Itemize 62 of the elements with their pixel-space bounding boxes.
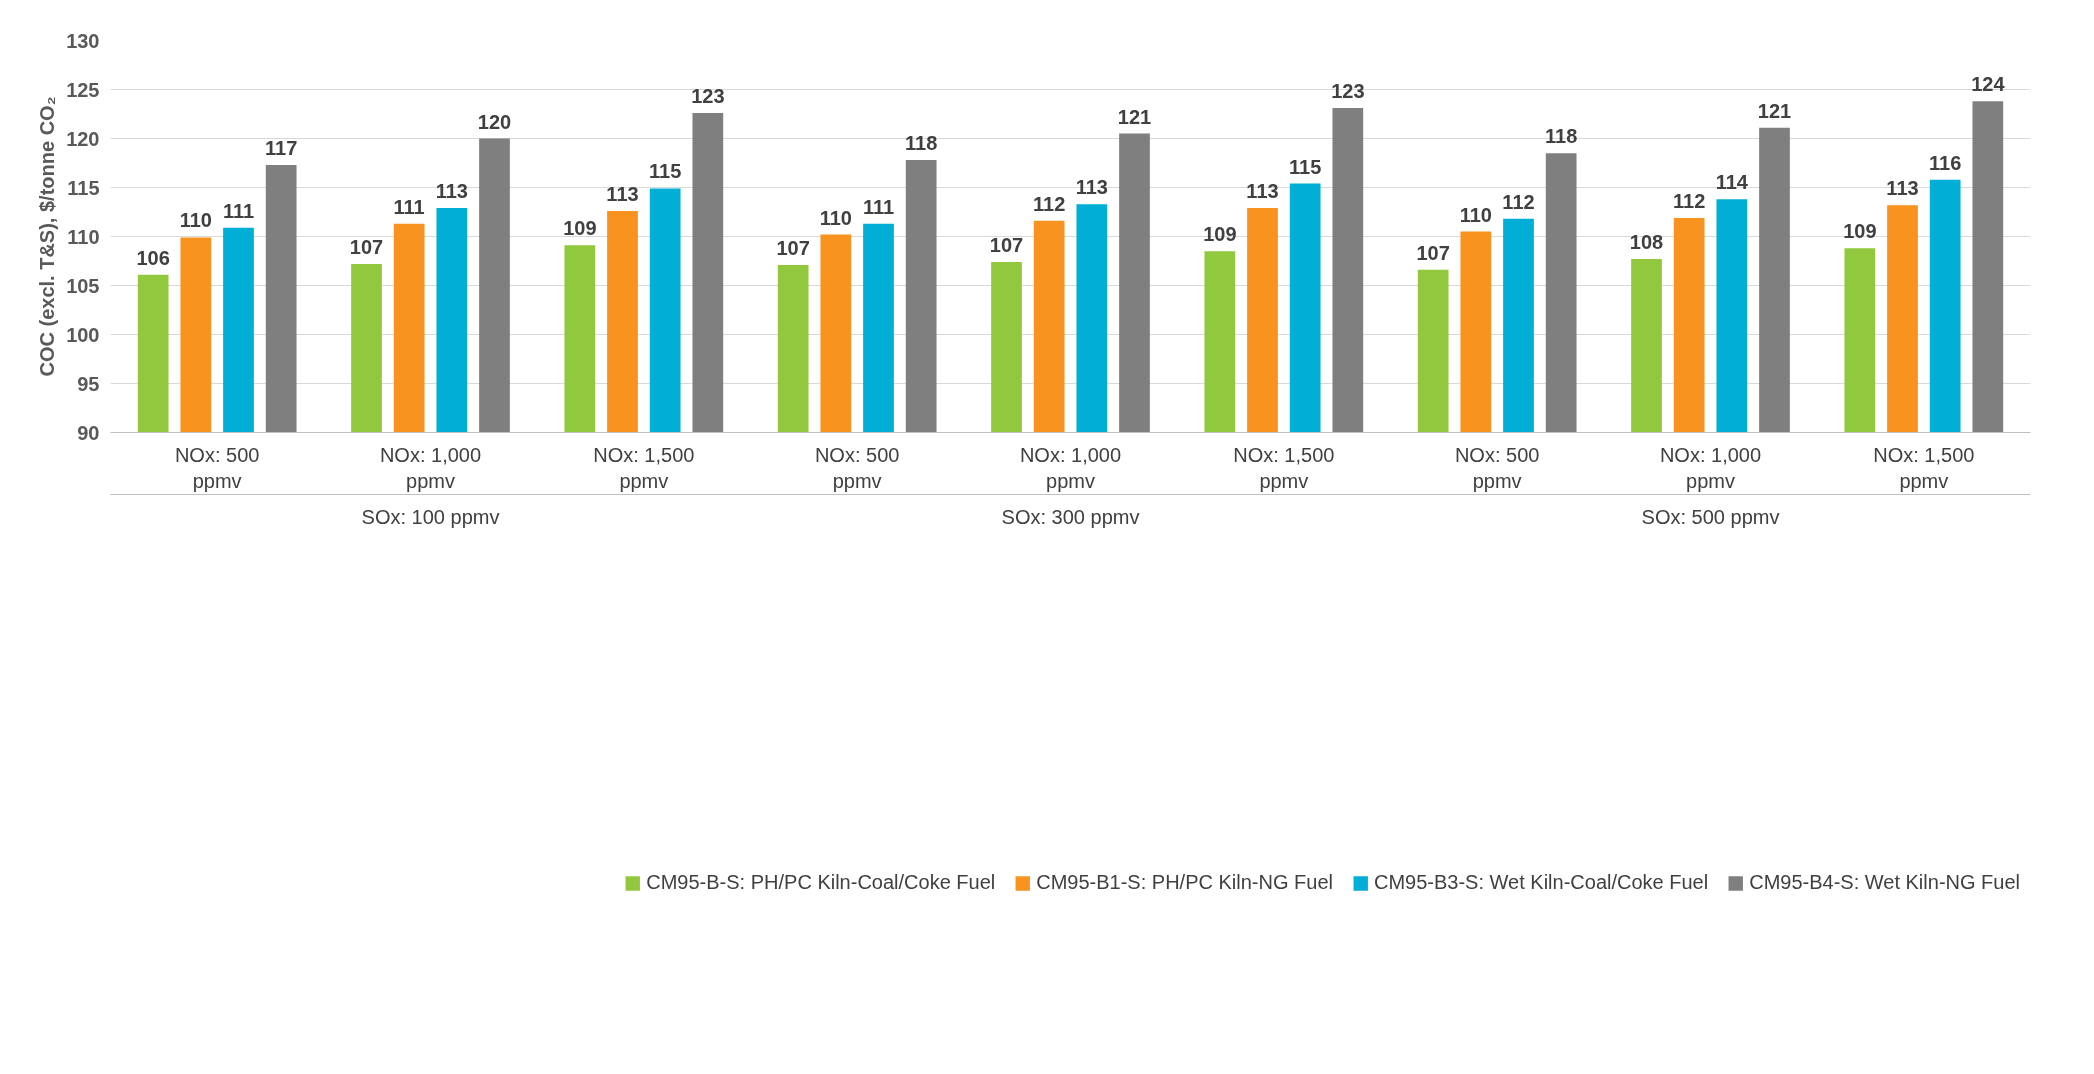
data-label: 109	[1843, 220, 1877, 243]
data-label: 112	[1673, 189, 1706, 212]
data-label: 112	[1033, 192, 1066, 215]
data-label: 106	[136, 246, 170, 269]
data-label: 112	[1502, 190, 1535, 213]
x-tick-label: NOx: 1,500 ppmv	[1873, 443, 1975, 492]
data-label: 107	[349, 235, 384, 258]
y-tick-label: 110	[67, 225, 100, 248]
data-label: 109	[1203, 223, 1237, 246]
text: SOx: 300 ppmv	[1001, 505, 1140, 528]
data-label: 110	[1459, 203, 1492, 226]
data-label: 111	[222, 199, 255, 222]
data-label: 113	[1075, 176, 1108, 199]
data-label: 109	[563, 217, 597, 240]
data-label: 111	[862, 195, 895, 218]
x-tick-label: NOx: 1,000 ppmv	[379, 443, 482, 492]
data-label: 107	[1416, 241, 1450, 264]
x-tick-label: NOx: 500 ppmv	[814, 443, 900, 492]
y-tick-label: 95	[77, 372, 100, 395]
data-label: 123	[691, 85, 725, 108]
data-label: 107	[989, 233, 1024, 256]
x-tick-label: NOx: 500 ppmv	[1454, 443, 1540, 492]
data-label: 113	[1886, 177, 1919, 200]
y-tick-label: 130	[66, 29, 100, 52]
y-tick-label: 90	[77, 421, 100, 444]
data-label: 113	[435, 180, 468, 203]
data-label: 124	[1971, 73, 2006, 96]
y-tick-label: 120	[66, 127, 100, 150]
legend-label: CM95-B3-S: Wet Kiln-Coal/Coke Fuel	[1373, 871, 1709, 895]
data-label: 115	[649, 160, 682, 183]
data-label: 110	[819, 206, 852, 229]
data-label: 113	[606, 183, 639, 206]
data-label: 107	[776, 236, 810, 259]
x-tick-label: NOx: 1,000 ppmv	[1019, 443, 1122, 492]
data-label: 114	[1715, 171, 1749, 194]
y-tick-label: 125	[66, 78, 100, 101]
legend-label: CM95-B-S: PH/PC Kiln-Coal/Coke Fuel	[646, 871, 996, 895]
data-label: 121	[1117, 105, 1152, 128]
x-tick-label: NOx: 1,500 ppmv	[593, 443, 695, 492]
data-label: 115	[1289, 155, 1322, 178]
data-label: 111	[393, 195, 425, 218]
x-tick-label: NOx: 1,500 ppmv	[1233, 443, 1335, 492]
x-tick-label: NOx: 500 ppmv	[174, 443, 260, 492]
x-tick-label: NOx: 1,000 ppmv	[1659, 443, 1762, 492]
data-label: 110	[179, 209, 212, 232]
data-label: 120	[477, 110, 512, 133]
data-label: 118	[1545, 125, 1578, 148]
legend-label: CM95-B1-S: PH/PC Kiln-NG Fuel	[1036, 871, 1333, 895]
y-tick-label: 105	[66, 274, 100, 297]
y-tick-label: 100	[66, 323, 100, 346]
y-tick-label: 115	[67, 176, 100, 199]
data-label: 108	[1629, 231, 1664, 254]
data-label: 117	[265, 136, 298, 159]
legend-label: CM95-B4-S: Wet Kiln-NG Fuel	[1749, 871, 2020, 895]
text: SOx: 500 ppmv	[1641, 505, 1780, 528]
data-label: 123	[1331, 80, 1365, 103]
data-label: 121	[1757, 99, 1792, 122]
data-label: 116	[1929, 151, 1962, 174]
data-label: 113	[1246, 180, 1279, 203]
text: SOx: 100 ppmv	[361, 505, 500, 528]
y-axis-title: COC (excl. T&S), $/tonne CO₂	[36, 96, 59, 377]
data-label: 118	[905, 132, 938, 155]
